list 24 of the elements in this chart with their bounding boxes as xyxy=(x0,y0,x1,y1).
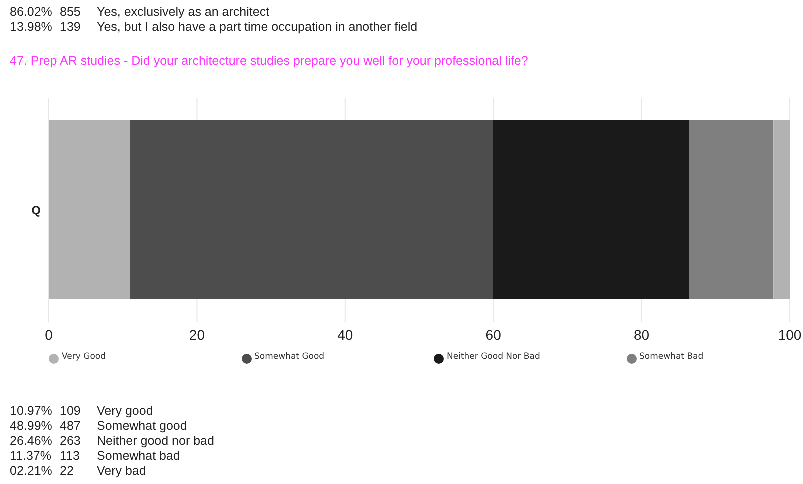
text: 11.37% 113 Somewhat bad xyxy=(10,449,180,463)
text: 86.02% 855 Yes, exclusively as an architect xyxy=(10,5,270,19)
x-tick-label: 60 xyxy=(486,326,502,343)
x-tick-label: 20 xyxy=(189,326,206,343)
bar xyxy=(49,120,130,300)
text: 13.98% 139 Yes, but I also have a part time occupation in another field xyxy=(10,20,418,34)
text: 48.99% 487 Somewhat good xyxy=(10,419,188,433)
legend-label: Very Good xyxy=(62,352,106,362)
bar xyxy=(774,120,790,300)
y-tick-label: Q xyxy=(32,203,41,218)
text: 10.97% 109 Very good xyxy=(10,404,154,418)
legend-label: Somewhat Bad xyxy=(640,352,704,362)
x-tick-label: 100 xyxy=(778,326,802,343)
legend-label: Neither Good Nor Bad xyxy=(447,352,540,362)
x-tick-label: 80 xyxy=(634,326,650,343)
bar xyxy=(689,120,774,300)
x-tick-label: 0 xyxy=(45,326,54,343)
bar xyxy=(130,120,494,300)
bar xyxy=(493,120,690,300)
legend-label: Somewhat Good xyxy=(254,352,325,362)
chart-title: 47. Prep AR studies - Did your architecture studies prepare you well for your professional life? xyxy=(10,54,528,68)
x-tick-label: 40 xyxy=(338,326,354,343)
text: 02.21% 22 Very bad xyxy=(10,464,146,478)
text: 26.46% 263 Neither good nor bad xyxy=(10,434,214,448)
